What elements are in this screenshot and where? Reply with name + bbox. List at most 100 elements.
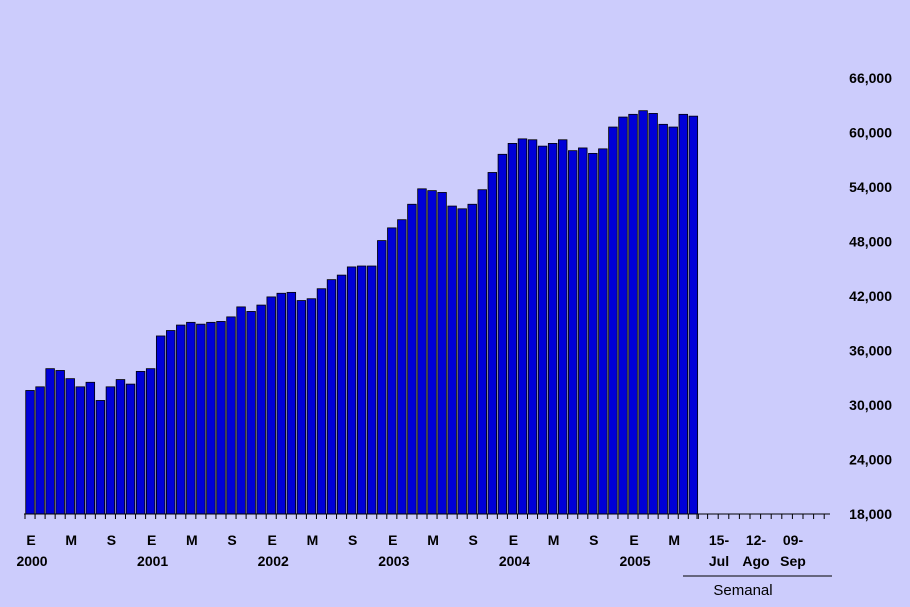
bar xyxy=(507,142,518,515)
bar xyxy=(678,113,688,515)
month-tick-label: M xyxy=(427,532,439,548)
weekly-tick-label-top: 12- xyxy=(746,532,767,548)
bar xyxy=(588,152,598,515)
bar xyxy=(457,208,467,515)
month-tick-label: M xyxy=(548,532,560,548)
bar xyxy=(125,383,136,515)
weekly-tick-label-top: 15- xyxy=(709,532,730,548)
bar xyxy=(527,139,538,515)
year-tick-label: 2002 xyxy=(258,553,289,569)
bar xyxy=(95,400,106,515)
bar xyxy=(557,139,568,515)
bar xyxy=(65,378,75,515)
bar xyxy=(397,219,407,515)
weekly-tick-label-bottom: Jul xyxy=(709,553,729,569)
bar xyxy=(608,126,618,515)
month-tick-label: S xyxy=(348,532,357,548)
bar xyxy=(447,205,457,515)
bar xyxy=(387,227,397,515)
weekly-tick-label-bottom: Sep xyxy=(780,553,806,569)
bar xyxy=(75,386,85,515)
bar xyxy=(276,292,286,515)
month-tick-label: E xyxy=(26,532,35,548)
bar xyxy=(115,379,126,515)
bar xyxy=(638,110,648,515)
bar xyxy=(166,330,176,515)
bar xyxy=(296,300,307,515)
y-tick-label: 66,000 xyxy=(849,70,892,86)
month-tick-label: E xyxy=(629,532,638,548)
bar xyxy=(256,304,266,515)
bar xyxy=(668,126,678,515)
month-tick-label: E xyxy=(509,532,518,548)
bar xyxy=(477,189,487,515)
bar xyxy=(35,386,45,515)
year-tick-label: 2005 xyxy=(619,553,650,569)
bar xyxy=(55,370,65,515)
bar xyxy=(487,172,498,515)
bar xyxy=(497,153,508,515)
weekly-tick-label-top: 09- xyxy=(783,532,804,548)
bar xyxy=(176,324,186,515)
weekly-tick-label-bottom: Ago xyxy=(742,553,769,569)
month-tick-label: E xyxy=(147,532,156,548)
bar xyxy=(316,288,327,515)
year-tick-label: 2000 xyxy=(16,553,47,569)
bar xyxy=(598,148,608,515)
y-tick-label: 24,000 xyxy=(849,452,892,468)
year-tick-label: 2001 xyxy=(137,553,168,569)
bar xyxy=(417,188,427,515)
month-tick-label: M xyxy=(668,532,680,548)
bar xyxy=(216,321,226,515)
bar xyxy=(326,279,337,515)
bar xyxy=(286,291,297,515)
bar xyxy=(356,265,367,515)
bar xyxy=(377,240,387,515)
bar xyxy=(135,370,146,515)
month-tick-label: E xyxy=(268,532,277,548)
bar xyxy=(25,390,35,515)
bar xyxy=(628,113,638,515)
bar xyxy=(688,115,699,515)
bar xyxy=(45,368,55,515)
bar xyxy=(226,316,236,515)
bar xyxy=(85,381,96,515)
bar xyxy=(407,203,417,515)
month-tick-label: S xyxy=(469,532,478,548)
bar xyxy=(547,142,558,515)
month-tick-label: M xyxy=(186,532,198,548)
y-tick-label: 60,000 xyxy=(849,125,892,141)
bar xyxy=(266,296,276,515)
bar xyxy=(517,138,528,515)
year-tick-label: 2003 xyxy=(378,553,409,569)
month-tick-label: S xyxy=(589,532,598,548)
month-tick-label: M xyxy=(65,532,77,548)
bar xyxy=(568,150,578,515)
bar xyxy=(336,274,347,515)
bar xyxy=(105,386,116,515)
y-tick-label: 36,000 xyxy=(849,343,892,359)
y-tick-label: 48,000 xyxy=(849,234,892,250)
month-tick-label: E xyxy=(388,532,397,548)
bar xyxy=(658,123,668,515)
bar xyxy=(427,190,437,515)
weekly-section-label: Semanal xyxy=(713,582,772,599)
bar xyxy=(186,321,196,515)
y-tick-label: 30,000 xyxy=(849,397,892,413)
bar xyxy=(437,192,447,515)
year-tick-label: 2004 xyxy=(499,553,530,569)
bar xyxy=(618,116,628,515)
bar xyxy=(306,298,317,515)
bar xyxy=(648,113,658,515)
bar xyxy=(196,323,206,515)
bar xyxy=(367,265,377,515)
bar xyxy=(206,321,216,515)
bar xyxy=(145,368,156,515)
month-tick-label: S xyxy=(227,532,236,548)
bar xyxy=(537,145,548,515)
y-tick-label: 18,000 xyxy=(849,506,892,522)
bar xyxy=(155,335,166,515)
bar xyxy=(578,147,588,515)
